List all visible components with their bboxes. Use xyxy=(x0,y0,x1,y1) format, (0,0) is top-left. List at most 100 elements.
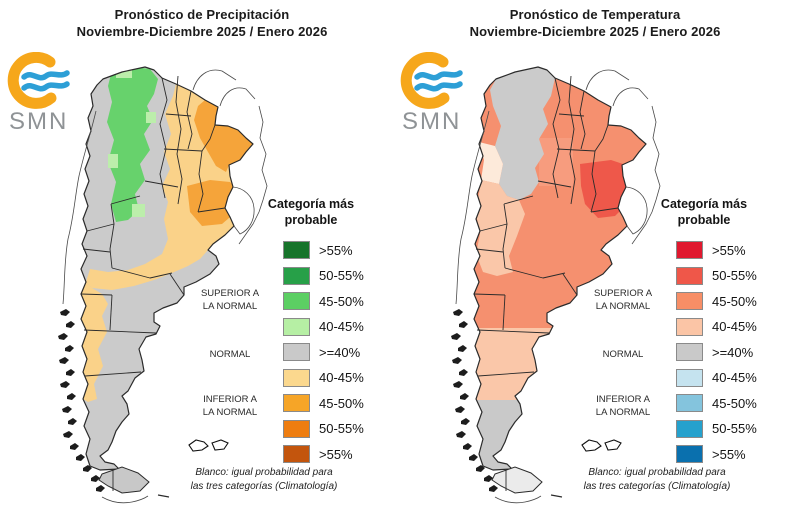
legend-entry: 40-45% xyxy=(196,314,386,340)
legend-group-inferior: INFERIOR A LA NORMAL xyxy=(595,394,651,418)
legend-title: Categoría más probable xyxy=(660,197,748,228)
legend-precipitation: Categoría más probable >55% 50-55% 45-50… xyxy=(196,196,386,467)
neighbor-borders xyxy=(192,69,268,245)
province-borders xyxy=(473,75,619,377)
legend-rows: >55% 50-55% 45-50% 40-45% >=40% 40-45% 4… xyxy=(196,238,386,468)
legend-label: >55% xyxy=(319,446,353,462)
legend-label: >55% xyxy=(319,242,353,258)
legend-swatch xyxy=(283,317,310,336)
smn-sun-wave-icon xyxy=(400,52,463,109)
chile-archipelago xyxy=(58,309,105,492)
legend-label: 50-55% xyxy=(319,268,364,284)
cape-horn-coast xyxy=(101,495,149,504)
panel-title-precipitation: Pronóstico de Precipitación Noviembre-Di… xyxy=(20,7,384,40)
legend-swatch xyxy=(676,445,703,464)
legend-entry: >55% xyxy=(589,442,779,468)
legend-swatch xyxy=(283,266,310,285)
legend-entry: 45-50% xyxy=(196,289,386,315)
isla-estados xyxy=(550,494,563,498)
chile-coastline xyxy=(62,110,97,305)
title-line2: Noviembre-Diciembre 2025 / Enero 2026 xyxy=(469,23,721,39)
legend-label: 50-55% xyxy=(712,421,757,437)
legend-entry: >=40% xyxy=(589,340,779,366)
legend-entry: 50-55% xyxy=(196,263,386,289)
isla-estados xyxy=(157,494,170,498)
map-argentina-temperature xyxy=(451,66,661,504)
legend-label: 50-55% xyxy=(319,421,364,437)
legend-swatch xyxy=(283,368,310,387)
map-region-patagonia-west-band xyxy=(81,282,108,402)
legend-swatch xyxy=(676,241,703,260)
map-cell-light-green xyxy=(116,68,132,78)
argentina-outline xyxy=(80,66,254,471)
legend-group-superior: SUPERIOR A LA NORMAL xyxy=(200,288,260,312)
map-region-patagonia-pink xyxy=(474,328,563,400)
legend-label: 45-50% xyxy=(712,395,757,411)
legend-label: 40-45% xyxy=(319,319,364,335)
legend-label: 40-45% xyxy=(712,319,757,335)
malvinas-islands xyxy=(581,439,622,452)
legend-swatch xyxy=(676,266,703,285)
tierra-del-fuego xyxy=(98,466,150,494)
legend-swatch xyxy=(676,419,703,438)
legend-group-superior: SUPERIOR A LA NORMAL xyxy=(593,288,653,312)
legend-swatch xyxy=(676,343,703,362)
map-region-south-normal xyxy=(474,400,565,470)
title-line2: Noviembre-Diciembre 2025 / Enero 2026 xyxy=(76,23,328,39)
map-region-northwest-normal xyxy=(490,67,555,200)
legend-swatch xyxy=(283,394,310,413)
legend-label: 40-45% xyxy=(712,370,757,386)
map-cell-light-green xyxy=(108,154,118,168)
legend-swatch xyxy=(283,343,310,362)
legend-entry: >=40% xyxy=(196,340,386,366)
legend-title: Categoría más probable xyxy=(267,197,355,228)
legend-swatch xyxy=(676,317,703,336)
legend-swatch xyxy=(283,241,310,260)
legend-entry: 40-45% xyxy=(589,365,779,391)
title-line1: Pronóstico de Temperatura xyxy=(509,7,681,22)
panel-precipitation: Pronóstico de Precipitación Noviembre-Di… xyxy=(0,0,392,516)
legend-entry: 45-50% xyxy=(589,391,779,417)
cape-horn-coast xyxy=(494,495,542,504)
map-region-cuyo-pink xyxy=(476,180,525,276)
smn-logo: SMN xyxy=(397,52,471,136)
legend-entry: >55% xyxy=(196,238,386,264)
legend-swatch xyxy=(283,445,310,464)
legend-rows: >55% 50-55% 45-50% 40-45% >=40% 40-45% 4… xyxy=(589,238,779,468)
chile-archipelago xyxy=(451,309,498,492)
panel-title-temperature: Pronóstico de Temperatura Noviembre-Dici… xyxy=(413,7,777,40)
legend-label: >=40% xyxy=(319,344,361,360)
legend-entry: 45-50% xyxy=(589,289,779,315)
legend-group-normal: NORMAL xyxy=(209,349,251,360)
legend-swatch xyxy=(676,368,703,387)
smn-logo-text: SMN xyxy=(9,108,69,135)
smn-logo: SMN xyxy=(4,52,78,136)
malvinas-islands xyxy=(188,439,229,452)
neighbor-borders xyxy=(585,69,661,245)
footnote-precipitation: Blanco: igual probabilidad para las tres… xyxy=(190,467,338,492)
legend-entry: 40-45% xyxy=(196,365,386,391)
map-argentina-precipitation xyxy=(58,66,268,504)
smn-sun-wave-icon xyxy=(7,52,70,109)
legend-label: >55% xyxy=(712,242,746,258)
legend-label: 40-45% xyxy=(319,370,364,386)
legend-group-inferior: INFERIOR A LA NORMAL xyxy=(202,394,258,418)
map-region-center-east-drier xyxy=(187,180,240,226)
argentina-outline xyxy=(473,66,647,471)
legend-swatch xyxy=(676,292,703,311)
panel-temperature: Pronóstico de Temperatura Noviembre-Dici… xyxy=(392,0,785,516)
legend-label: 45-50% xyxy=(319,293,364,309)
legend-label: 50-55% xyxy=(712,268,757,284)
smn-logo-text: SMN xyxy=(402,108,462,135)
map-cell-light-green xyxy=(146,112,156,123)
map-region-northwest-wetter xyxy=(107,67,158,222)
title-line1: Pronóstico de Precipitación xyxy=(114,7,290,22)
tierra-del-fuego xyxy=(491,466,543,494)
province-borders xyxy=(80,75,226,377)
legend-label: >=40% xyxy=(712,344,754,360)
legend-entry: 40-45% xyxy=(589,314,779,340)
legend-entry: 50-55% xyxy=(589,263,779,289)
legend-temperature: Categoría más probable >55% 50-55% 45-50… xyxy=(589,196,779,467)
footnote-temperature: Blanco: igual probabilidad para las tres… xyxy=(583,467,731,492)
